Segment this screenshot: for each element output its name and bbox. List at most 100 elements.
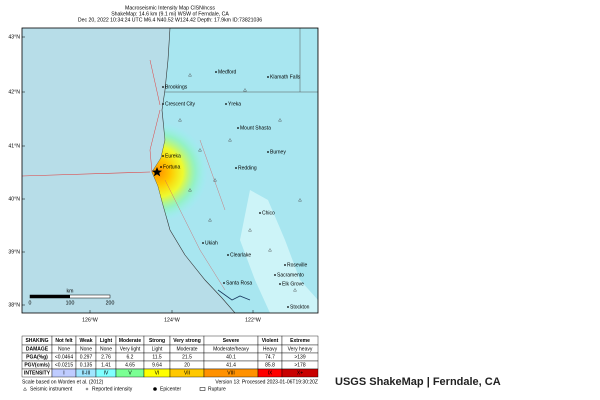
lat-label: 40°N: [8, 196, 20, 202]
intensity-field: [152, 28, 318, 313]
header-line: ShakeMap: 14.6 km (9.1 mi) WSW of Fernda…: [111, 11, 229, 17]
city-label: Medford: [218, 69, 237, 75]
lon-label: 122°W: [245, 317, 261, 323]
header-line: Macroseismic Intensity Map CISN/ncss: [125, 5, 215, 11]
table-cell: <0.0215: [55, 363, 73, 369]
legend-label: Rupture: [208, 386, 226, 392]
city-dot: [279, 283, 281, 285]
city-label: Burney: [270, 149, 286, 155]
table-cell: PGV(cm/s): [24, 363, 50, 369]
scale-tick: 200: [106, 300, 115, 306]
scale-tick: 0: [29, 300, 32, 306]
table-cell: 74.7: [265, 355, 275, 361]
station: [213, 178, 217, 182]
table-cell: 40.1: [226, 355, 236, 361]
lat-label: 42°N: [8, 89, 20, 95]
city-label: Ukiah: [205, 240, 218, 246]
dynamic-layer: Macroseismic Intensity Map CISN/ncssShak…: [8, 5, 319, 392]
city-dot: [160, 166, 162, 168]
city-dot: [162, 86, 164, 88]
station: [198, 148, 202, 152]
city-dot: [215, 71, 217, 73]
table-cell: 11.5: [152, 355, 162, 361]
city-dot: [267, 151, 269, 153]
table-cell: 0.135: [80, 363, 93, 369]
table-cell: 21.5: [182, 355, 192, 361]
station: [188, 188, 192, 192]
station: [293, 288, 297, 292]
table-cell: X+: [297, 371, 303, 377]
table-cell: None: [100, 347, 112, 353]
station: [243, 88, 247, 92]
table-cell: V: [128, 371, 132, 377]
city-dot: [287, 306, 289, 308]
table-cell: VIII: [227, 371, 235, 377]
table-header: Extreme: [290, 338, 310, 344]
table-cell: DAMAGE: [26, 347, 49, 353]
station: [228, 138, 232, 142]
legend-label: Seismic instrument: [30, 386, 73, 392]
table-cell: I: [63, 371, 64, 377]
table-header: SHAKING: [25, 338, 48, 344]
fault: [164, 139, 226, 291]
map-frame: [21, 27, 319, 314]
city-dot: [259, 212, 261, 214]
lat-label: 38°N: [8, 302, 20, 308]
table-cell: 41.4: [226, 363, 236, 369]
legend-icon: [85, 387, 89, 391]
table-header: Severe: [223, 338, 240, 344]
table-cell: >178: [294, 363, 305, 369]
table-cell: Moderate: [176, 347, 197, 353]
table-cell: Moderate/heavy: [213, 347, 249, 353]
city-label: Eureka: [165, 153, 181, 159]
city-label: Santa Rosa: [226, 280, 252, 286]
city-label: Yreka: [228, 101, 241, 107]
table-header: Strong: [149, 338, 165, 344]
city-dot: [202, 242, 204, 244]
table-cell: 1.41: [101, 363, 111, 369]
scale-bar-segment: [30, 295, 70, 298]
fault: [149, 59, 161, 173]
lat-label: 43°N: [8, 34, 20, 40]
station: [298, 198, 302, 202]
city-label: Brookings: [165, 84, 188, 90]
fault: [22, 171, 151, 177]
table-cell: VI: [155, 371, 160, 377]
table-cell: <0.0464: [55, 355, 73, 361]
station: [178, 118, 182, 122]
city-label: Crescent City: [165, 101, 196, 107]
legend-icon: [23, 387, 27, 391]
station: [268, 248, 272, 252]
city-dot: [237, 127, 239, 129]
legend-label: Epicenter: [160, 386, 181, 392]
station: [208, 218, 212, 222]
city-dot: [235, 167, 237, 169]
scale-unit: km: [67, 288, 74, 294]
table-cell: 4.65: [125, 363, 135, 369]
table-cell: 20: [184, 363, 190, 369]
legend-label: Reported intensity: [92, 386, 133, 392]
table-header: Light: [100, 338, 113, 344]
city-dot: [223, 282, 225, 284]
lon-label: 124°W: [164, 317, 180, 323]
city-label: Clearlake: [230, 252, 251, 258]
city-dot: [162, 155, 164, 157]
city-dot: [284, 264, 286, 266]
station: [278, 118, 282, 122]
city-label: Chico: [262, 210, 275, 216]
table-cell: IX: [268, 371, 273, 377]
scale-tick: 100: [66, 300, 75, 306]
table-cell: Very heavy: [288, 347, 313, 353]
header-line: Dec 20, 2022 10:34:24 UTC M6.4 N40.52 W1…: [78, 17, 262, 23]
table-cell-bg: [281, 368, 319, 378]
map: [22, 28, 318, 313]
station: [248, 228, 252, 232]
table-cell: None: [80, 347, 92, 353]
table-cell: 9.64: [152, 363, 162, 369]
table-header: Not felt: [55, 338, 73, 344]
station: [188, 73, 192, 77]
table-header: Very strong: [173, 338, 201, 344]
table-cell: VII: [184, 371, 190, 377]
city-label: Stockton: [290, 304, 310, 310]
